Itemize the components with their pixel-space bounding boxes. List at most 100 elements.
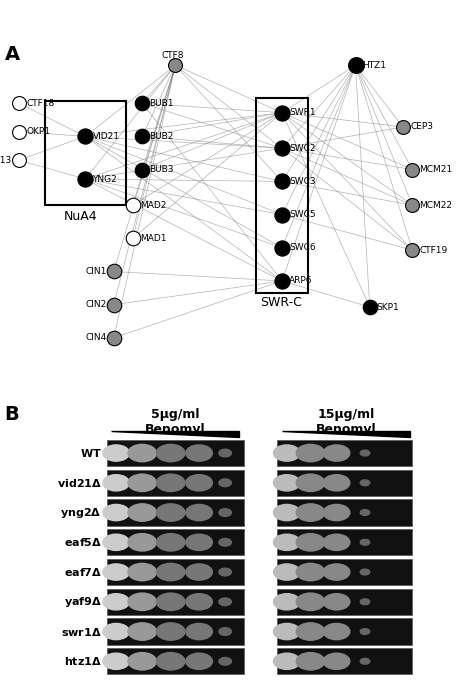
Circle shape (186, 475, 212, 491)
Point (15, 126, 23, 138)
Circle shape (156, 444, 185, 462)
Point (278, 209, 286, 220)
Circle shape (128, 593, 156, 610)
Point (278, 243, 286, 254)
Text: SWC5: SWC5 (289, 210, 316, 219)
Text: SWC2: SWC2 (289, 144, 316, 153)
Circle shape (186, 653, 212, 670)
Circle shape (103, 623, 129, 640)
Bar (277, 470, 412, 496)
Circle shape (186, 564, 212, 580)
Circle shape (219, 449, 231, 457)
Circle shape (103, 504, 129, 521)
Text: $\mathbf{htz1\Delta}$: $\mathbf{htz1\Delta}$ (64, 655, 102, 668)
Circle shape (186, 594, 212, 610)
Circle shape (219, 598, 231, 605)
Circle shape (296, 623, 325, 641)
Circle shape (273, 623, 300, 640)
Circle shape (186, 445, 212, 461)
Bar (277, 529, 412, 556)
Circle shape (296, 533, 325, 551)
Point (129, 233, 137, 244)
Circle shape (128, 474, 156, 491)
Point (278, 107, 286, 118)
Point (399, 122, 407, 133)
Circle shape (273, 594, 300, 610)
Circle shape (156, 652, 185, 670)
Text: CTF19: CTF19 (419, 246, 448, 255)
Text: MAD2: MAD2 (140, 200, 166, 209)
Text: A: A (5, 45, 20, 64)
Point (138, 97, 146, 108)
Circle shape (296, 563, 325, 580)
Bar (277, 618, 412, 645)
Bar (277, 648, 412, 674)
Circle shape (360, 569, 370, 575)
Circle shape (128, 533, 156, 551)
Text: SWC3: SWC3 (289, 177, 316, 186)
Circle shape (219, 627, 231, 635)
Circle shape (273, 445, 300, 461)
Circle shape (103, 445, 129, 461)
Circle shape (128, 504, 156, 521)
Point (366, 301, 374, 312)
Circle shape (128, 652, 156, 670)
Circle shape (360, 510, 370, 515)
Circle shape (156, 533, 185, 551)
Bar (277, 589, 412, 615)
Text: CIN2: CIN2 (85, 300, 107, 309)
Circle shape (273, 475, 300, 491)
Circle shape (156, 593, 185, 610)
Text: ARP6: ARP6 (289, 276, 313, 285)
Point (352, 60, 359, 71)
Circle shape (186, 504, 212, 521)
Point (138, 131, 146, 142)
Circle shape (128, 623, 156, 641)
Point (110, 266, 118, 277)
Text: OKP1: OKP1 (26, 127, 50, 136)
Circle shape (103, 475, 129, 491)
Circle shape (296, 444, 325, 462)
Text: CEP3: CEP3 (410, 122, 433, 131)
Bar (277, 559, 412, 585)
Circle shape (323, 623, 350, 640)
Text: $\mathbf{eaf5\Delta}$: $\mathbf{eaf5\Delta}$ (64, 536, 102, 548)
Text: 5μg/ml
Benomyl: 5μg/ml Benomyl (145, 408, 206, 436)
Circle shape (186, 623, 212, 640)
Text: SWR1: SWR1 (289, 108, 316, 117)
Text: CTF18: CTF18 (26, 99, 55, 108)
Circle shape (323, 653, 350, 670)
Bar (107, 559, 244, 585)
Text: YNG2: YNG2 (92, 175, 117, 184)
Circle shape (273, 564, 300, 580)
Bar (107, 618, 244, 645)
Bar (107, 529, 244, 556)
Circle shape (360, 480, 370, 486)
Text: SKP1: SKP1 (377, 303, 400, 312)
Point (409, 245, 416, 256)
Bar (277, 500, 412, 526)
Point (278, 143, 286, 154)
Point (278, 276, 286, 287)
Bar (277, 440, 412, 466)
Point (82, 173, 89, 184)
Point (138, 164, 146, 175)
Point (15, 97, 23, 108)
Text: 15μg/ml
Benomyl: 15μg/ml Benomyl (316, 408, 376, 436)
Circle shape (360, 540, 370, 545)
Point (82, 131, 89, 142)
Text: $\mathbf{yng2\Delta}$: $\mathbf{yng2\Delta}$ (61, 506, 102, 520)
Circle shape (156, 623, 185, 641)
Point (110, 332, 118, 343)
Polygon shape (111, 431, 239, 437)
Text: $\mathbf{eaf7\Delta}$: $\mathbf{eaf7\Delta}$ (64, 566, 102, 578)
Circle shape (219, 479, 231, 486)
Circle shape (156, 474, 185, 491)
Circle shape (323, 445, 350, 461)
Circle shape (296, 652, 325, 670)
Circle shape (360, 659, 370, 664)
Text: CTF13: CTF13 (0, 155, 12, 164)
Bar (107, 589, 244, 615)
Text: BUB2: BUB2 (149, 132, 173, 141)
Point (129, 200, 137, 211)
